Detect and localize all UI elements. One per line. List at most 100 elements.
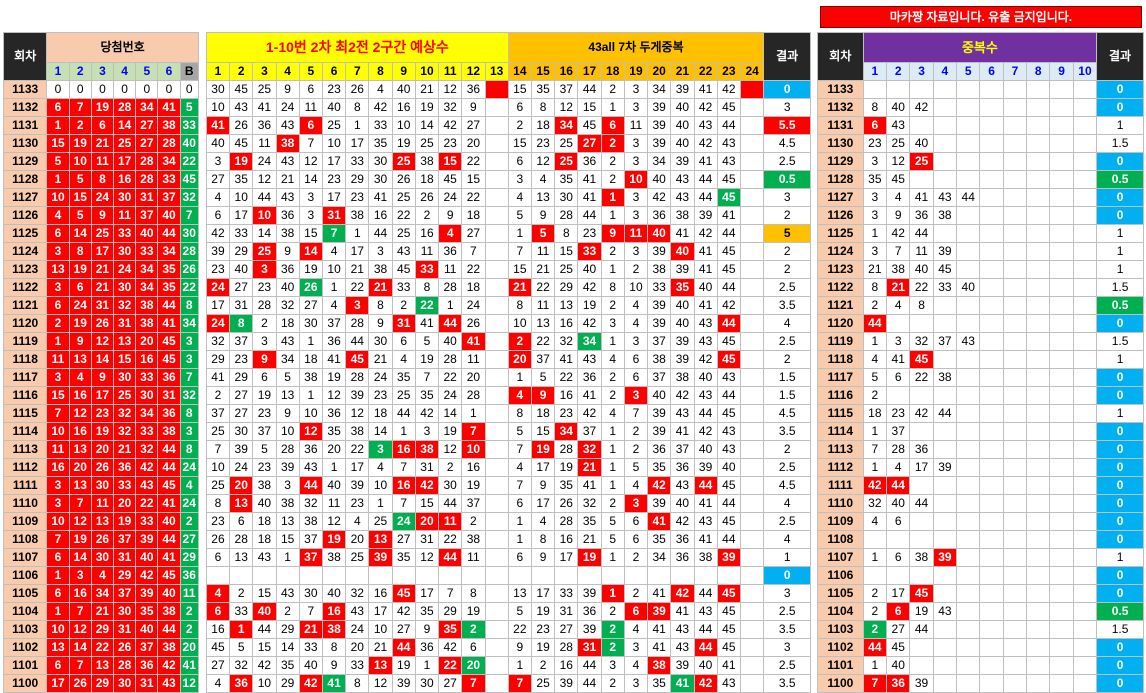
winning-number-cell: 20 bbox=[90, 440, 115, 459]
predict-number-cell: 12 bbox=[345, 404, 370, 423]
table-row: 1119 1 9 12 13 20 45 3 32 37 3 43 1 36 44 30 6 5 40 41 2 22 32… bbox=[2, 332, 811, 351]
predict-number-cell: 3 bbox=[205, 152, 231, 171]
all43-number-cell bbox=[739, 566, 765, 585]
dup-number-cell bbox=[909, 530, 934, 549]
predict-number-cell: 42 bbox=[438, 116, 463, 135]
winning-number-cell: 6 bbox=[68, 278, 92, 297]
winning-number-cell: 1 bbox=[46, 170, 70, 189]
predict-number-cell: 10 bbox=[252, 206, 277, 225]
predict-number-cell: 33 bbox=[368, 116, 393, 135]
result-cell: 4.5 bbox=[763, 134, 811, 153]
dup-number-cell bbox=[979, 422, 1004, 441]
result-cell: 0 bbox=[763, 566, 811, 585]
predict-number-cell: 6 bbox=[298, 116, 323, 135]
winning-number-cell: 16 bbox=[135, 350, 159, 369]
all43-number-cell: 43 bbox=[577, 350, 602, 369]
predict-number-cell: 45 bbox=[345, 350, 370, 369]
predict-number-cell: 43 bbox=[275, 584, 300, 603]
all43-number-cell: 37 bbox=[530, 350, 556, 369]
predict-number-cell: 13 bbox=[275, 386, 300, 405]
predict-number-cell: 35 bbox=[321, 422, 347, 441]
predict-number-cell: 24 bbox=[391, 512, 416, 531]
winning-number-cell: 44 bbox=[157, 620, 181, 639]
all43-number-cell: 42 bbox=[693, 98, 718, 117]
all43-number-cell: 23 bbox=[530, 620, 556, 639]
table-row: 1130 23 25 40 1.5 bbox=[817, 134, 1144, 153]
table-row: 1125 6 14 25 33 40 44 30 42 33 14 38 15 7 1 44 25 16 4 27 1 5… bbox=[2, 224, 811, 243]
predict-number-cell: 1 bbox=[298, 386, 323, 405]
dup-number-cell bbox=[1049, 386, 1074, 405]
predict-number-cell bbox=[484, 584, 509, 603]
round-cell: 1113 bbox=[2, 440, 48, 459]
all43-number-cell: 39 bbox=[647, 296, 672, 315]
dup-number-cell bbox=[979, 116, 1004, 135]
dup-number-cell: 42 bbox=[886, 224, 911, 243]
dup-number-cell bbox=[932, 656, 958, 675]
predict-number-cell: 13 bbox=[368, 656, 393, 675]
dup-number-cell bbox=[956, 224, 981, 243]
predict-number-cell: 32 bbox=[345, 584, 370, 603]
all43-number-cell: 19 bbox=[530, 638, 556, 657]
dup-number-cell: 4 bbox=[886, 458, 911, 477]
dup-result-cell: 1.5 bbox=[1096, 620, 1144, 639]
dup-number-cell bbox=[956, 350, 981, 369]
all43-number-cell: 35 bbox=[554, 170, 579, 189]
dup-number-cell: 1 bbox=[862, 332, 888, 351]
dup-round-cell: 1114 bbox=[817, 422, 864, 441]
all43-number-cell: 37 bbox=[647, 368, 672, 387]
all43-number-cell: 2 bbox=[600, 638, 625, 657]
all43-number-cell: 2 bbox=[600, 170, 625, 189]
predict-number-cell: 28 bbox=[438, 350, 463, 369]
result-cell: 2 bbox=[763, 242, 811, 261]
predict-number-cell: 8 bbox=[368, 296, 393, 315]
all43-number-cell: 41 bbox=[577, 188, 602, 207]
predict-number-cell: 41 bbox=[205, 368, 231, 387]
predict-number-cell: 11 bbox=[414, 242, 440, 261]
spacer-cell bbox=[198, 278, 207, 297]
dup-number-cell bbox=[1072, 314, 1098, 333]
winning-number-cell: 9 bbox=[68, 332, 92, 351]
result-cell: 2.5 bbox=[763, 512, 811, 531]
result-cell: 1.5 bbox=[763, 368, 811, 387]
result-cell: 5.5 bbox=[763, 116, 811, 135]
table-row: 1125 1 42 44 1 bbox=[817, 224, 1144, 243]
round-cell: 1106 bbox=[2, 566, 48, 585]
winning-number-cell: 15 bbox=[113, 350, 137, 369]
winning-number-cell: 31 bbox=[157, 386, 181, 405]
winning-number-cell: 4 bbox=[46, 206, 70, 225]
winning-number-cell: 24 bbox=[68, 296, 92, 315]
dup-number-cell bbox=[956, 656, 981, 675]
all43-number-cell bbox=[600, 566, 625, 585]
dup-number-cell: 37 bbox=[886, 422, 911, 441]
all43-number-cell: 2 bbox=[623, 440, 649, 459]
result-cell: 3.5 bbox=[763, 422, 811, 441]
predict-number-cell bbox=[484, 134, 509, 153]
all43-number-cell: 43 bbox=[716, 152, 741, 171]
all43-col-header: 22 bbox=[693, 62, 718, 81]
dup-result-cell: 0 bbox=[1096, 638, 1144, 657]
predict-number-cell: 44 bbox=[345, 332, 370, 351]
predict-number-cell: 16 bbox=[368, 584, 393, 603]
predict-number-cell: 10 bbox=[229, 188, 254, 207]
predict-number-cell: 40 bbox=[391, 80, 416, 99]
predict-number-cell: 38 bbox=[275, 494, 300, 513]
winning-number-cell: 34 bbox=[90, 584, 115, 603]
spacer-cell bbox=[198, 512, 207, 531]
all43-number-cell: 3 bbox=[507, 170, 532, 189]
all43-number-cell: 35 bbox=[647, 530, 672, 549]
dup-col-header: 7 bbox=[1002, 62, 1028, 81]
dup-result-cell: 1 bbox=[1096, 548, 1144, 567]
all43-number-cell: 9 bbox=[507, 638, 532, 657]
winning-number-cell: 32 bbox=[179, 188, 199, 207]
dup-number-cell bbox=[1002, 260, 1028, 279]
dup-number-cell bbox=[956, 566, 981, 585]
dup-number-cell bbox=[909, 566, 934, 585]
dup-number-cell bbox=[1072, 80, 1098, 99]
predict-number-cell: 38 bbox=[275, 134, 300, 153]
predict-number-cell: 36 bbox=[438, 242, 463, 261]
table-row: 1105 2 17 45 0 bbox=[817, 584, 1144, 603]
all43-number-cell bbox=[739, 494, 765, 513]
dup-result-cell: 1.5 bbox=[1096, 134, 1144, 153]
all43-number-cell: 25 bbox=[554, 260, 579, 279]
predict-number-cell: 40 bbox=[438, 332, 463, 351]
